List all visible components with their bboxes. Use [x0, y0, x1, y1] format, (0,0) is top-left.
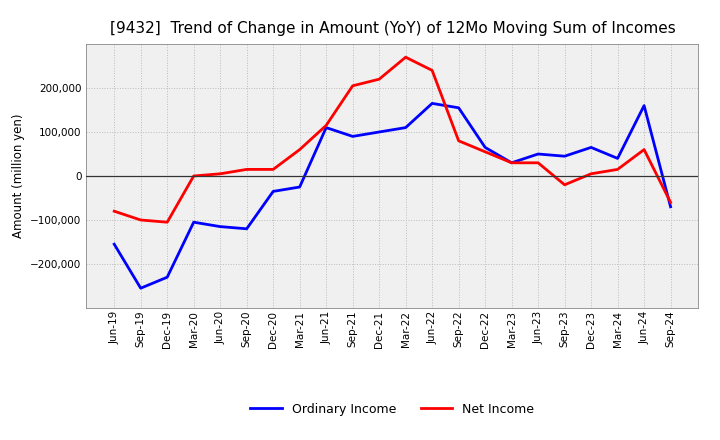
- Ordinary Income: [640, 103, 649, 108]
- Ordinary Income: [481, 145, 490, 150]
- Net Income: [613, 167, 622, 172]
- Ordinary Income: [348, 134, 357, 139]
- Ordinary Income: [243, 226, 251, 231]
- Y-axis label: Amount (million yen): Amount (million yen): [12, 114, 24, 238]
- Ordinary Income: [136, 286, 145, 291]
- Ordinary Income: [163, 275, 171, 280]
- Net Income: [269, 167, 277, 172]
- Net Income: [508, 160, 516, 165]
- Ordinary Income: [534, 151, 542, 157]
- Net Income: [295, 147, 304, 152]
- Ordinary Income: [454, 105, 463, 110]
- Net Income: [428, 68, 436, 73]
- Ordinary Income: [666, 204, 675, 209]
- Net Income: [136, 217, 145, 223]
- Ordinary Income: [110, 242, 119, 247]
- Title: [9432]  Trend of Change in Amount (YoY) of 12Mo Moving Sum of Incomes: [9432] Trend of Change in Amount (YoY) o…: [109, 21, 675, 36]
- Net Income: [375, 77, 384, 82]
- Ordinary Income: [269, 189, 277, 194]
- Ordinary Income: [560, 154, 569, 159]
- Net Income: [322, 123, 330, 128]
- Ordinary Income: [401, 125, 410, 130]
- Net Income: [243, 167, 251, 172]
- Net Income: [189, 173, 198, 179]
- Ordinary Income: [189, 220, 198, 225]
- Net Income: [454, 138, 463, 143]
- Legend: Ordinary Income, Net Income: Ordinary Income, Net Income: [246, 398, 539, 421]
- Net Income: [534, 160, 542, 165]
- Ordinary Income: [508, 160, 516, 165]
- Net Income: [348, 83, 357, 88]
- Ordinary Income: [428, 101, 436, 106]
- Net Income: [216, 171, 225, 176]
- Ordinary Income: [295, 184, 304, 190]
- Net Income: [110, 209, 119, 214]
- Ordinary Income: [587, 145, 595, 150]
- Net Income: [560, 182, 569, 187]
- Net Income: [640, 147, 649, 152]
- Ordinary Income: [375, 129, 384, 135]
- Net Income: [666, 200, 675, 205]
- Ordinary Income: [613, 156, 622, 161]
- Net Income: [481, 149, 490, 154]
- Net Income: [163, 220, 171, 225]
- Line: Ordinary Income: Ordinary Income: [114, 103, 670, 288]
- Net Income: [587, 171, 595, 176]
- Ordinary Income: [322, 125, 330, 130]
- Ordinary Income: [216, 224, 225, 229]
- Line: Net Income: Net Income: [114, 57, 670, 222]
- Net Income: [401, 55, 410, 60]
